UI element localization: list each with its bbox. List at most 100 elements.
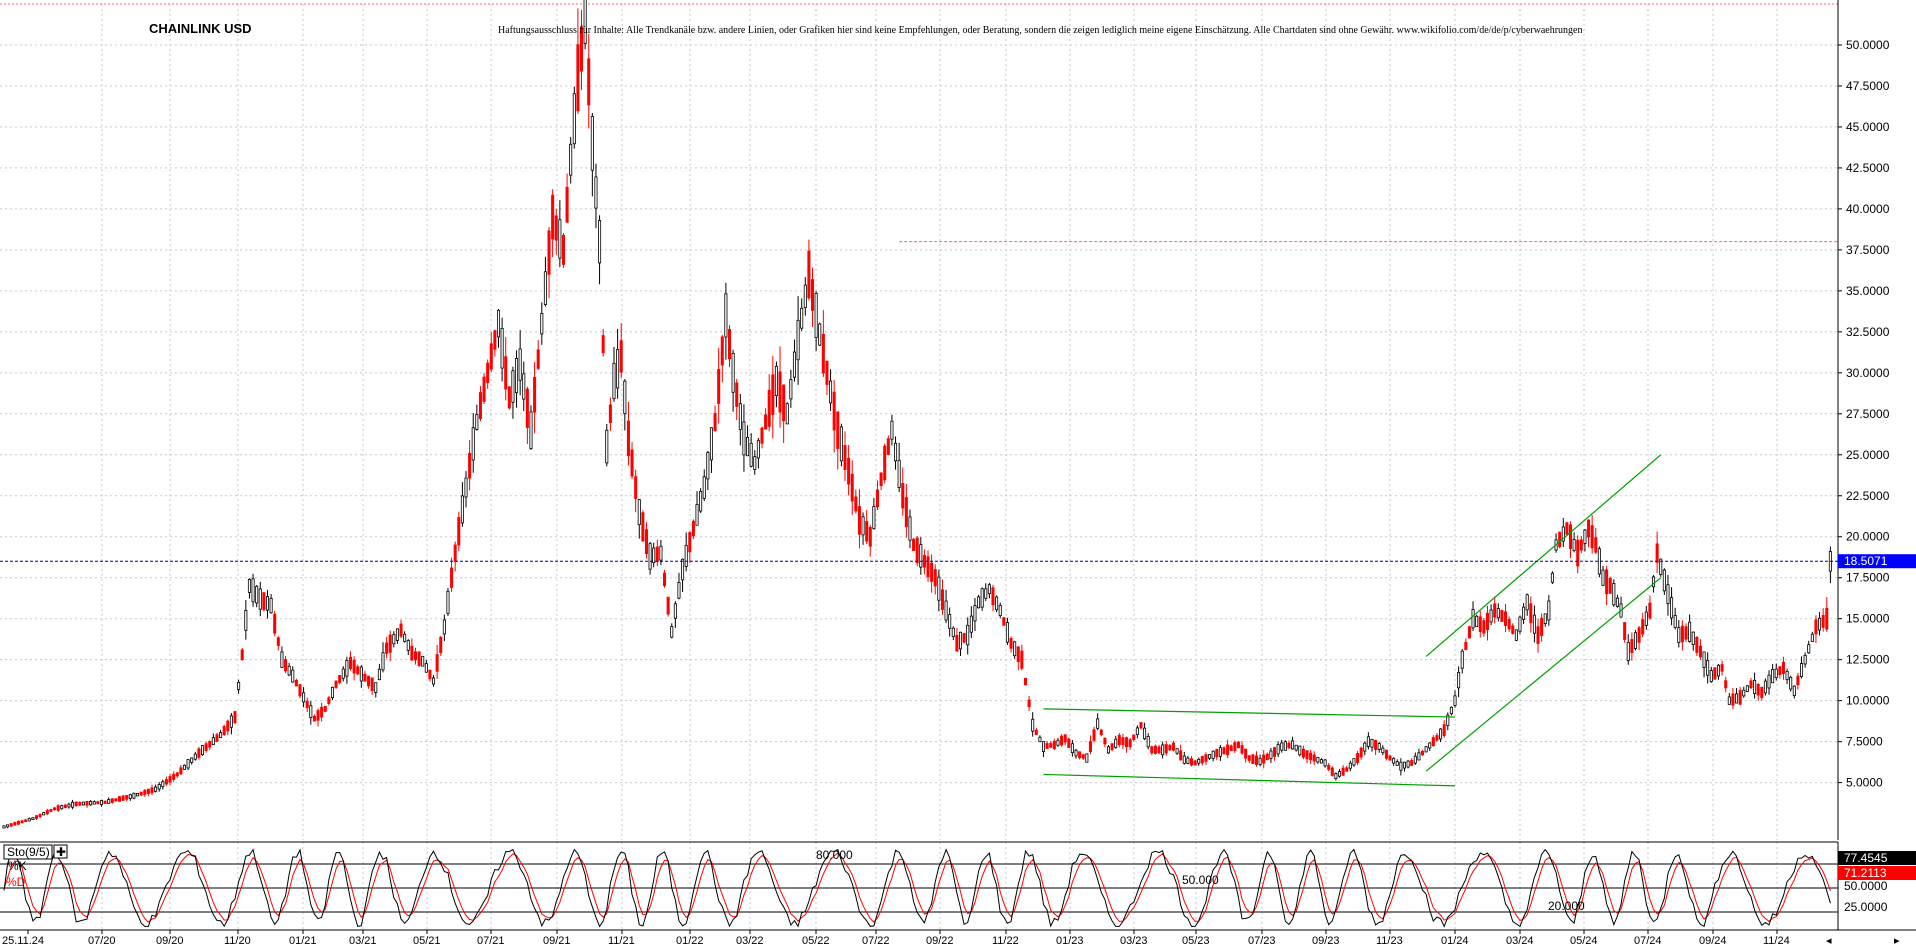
candle [778,346,782,428]
candle-body [1392,758,1396,764]
candle [955,627,959,652]
candle-body [1608,578,1612,594]
candle [1132,734,1136,742]
candle-body [619,340,623,373]
candle-body [1745,685,1749,692]
candle-body [1276,744,1280,755]
candle-body [1283,741,1287,751]
candle [1081,753,1085,760]
candle [1236,741,1240,749]
candle [1680,620,1684,651]
candle-body [1381,747,1385,754]
candle [1283,740,1287,751]
candle [789,369,793,408]
indicator-settings-button[interactable] [53,844,68,859]
candle [1756,683,1760,701]
k-series-label: %K [8,859,27,873]
candle [327,695,331,706]
candle-body [1536,626,1540,644]
candle-body [2,825,6,829]
candle-body [1453,695,1457,706]
candle [746,425,750,457]
price-tick-label: 32.5000 [1846,325,1890,339]
candle-body [756,440,760,459]
candle [1796,672,1800,690]
candle-body [197,748,201,758]
candle-body [1135,727,1139,736]
candle [626,401,630,466]
candle-body [861,516,865,536]
candle-body [330,686,334,699]
time-tick-label: 07/22 [862,935,890,947]
candle-body [1471,609,1475,629]
candle [1381,745,1385,756]
candle-body [1742,689,1746,697]
candle [1695,636,1699,656]
candle [1034,727,1038,736]
candle-body [179,767,183,775]
candle-body [478,392,482,420]
candle [1114,735,1118,749]
candle-body [579,26,584,72]
candle [294,678,298,687]
candle [753,450,757,475]
candle-body [1677,627,1681,643]
candle-body [305,700,309,709]
candle [1193,760,1197,766]
candle [446,587,450,616]
candle [1085,753,1089,763]
candle [1439,728,1443,742]
candle [785,402,789,425]
candle [1547,595,1551,626]
candle [175,771,179,779]
scroll-left-icon[interactable]: ◂ [1826,935,1832,947]
candle [1197,757,1201,766]
candle-body [1655,543,1659,563]
candle-body [587,58,591,106]
candle [1511,623,1515,635]
candle-body [74,801,78,807]
candle-body [273,613,277,634]
indicator-axis-50: 50.0000 [1844,879,1888,893]
candle-body [1103,737,1107,745]
candle-body [348,656,353,670]
candle [103,800,107,804]
candle [940,579,944,615]
candle [403,631,407,643]
candle [6,824,10,829]
candle-body [890,420,894,440]
plus-icon[interactable]: ✚ [56,845,66,859]
candle [792,339,796,382]
candle-body [78,802,82,806]
candle [1522,603,1526,625]
candle [435,644,439,679]
current-price-badge [1838,554,1916,569]
candle [190,757,194,765]
candle-body [500,327,504,369]
candle [1807,640,1811,654]
candle-body [146,788,150,794]
candle-body [800,307,804,329]
scroll-right-icon[interactable]: ▸ [1894,935,1900,947]
candle-body [341,668,345,679]
candle [363,670,367,682]
candle [1171,740,1175,752]
price-tick-label: 27.5000 [1846,407,1890,421]
d-value-label: 71.2113 [1844,866,1887,880]
candle-body [1594,537,1598,553]
candle-body [99,800,103,805]
candle-body [738,403,742,430]
candle-body [655,546,659,562]
time-tick-label: 09/23 [1312,935,1340,947]
candle [1597,546,1601,578]
candle [450,557,454,592]
candle [1341,765,1345,776]
time-tick-label: 11/23 [1376,935,1403,947]
candle-body [688,532,692,553]
candle [818,322,822,347]
candle-body [1771,668,1775,684]
candle-body [1070,743,1074,754]
candle [1157,744,1161,754]
candle [1323,758,1327,768]
candle-body [1716,664,1721,677]
